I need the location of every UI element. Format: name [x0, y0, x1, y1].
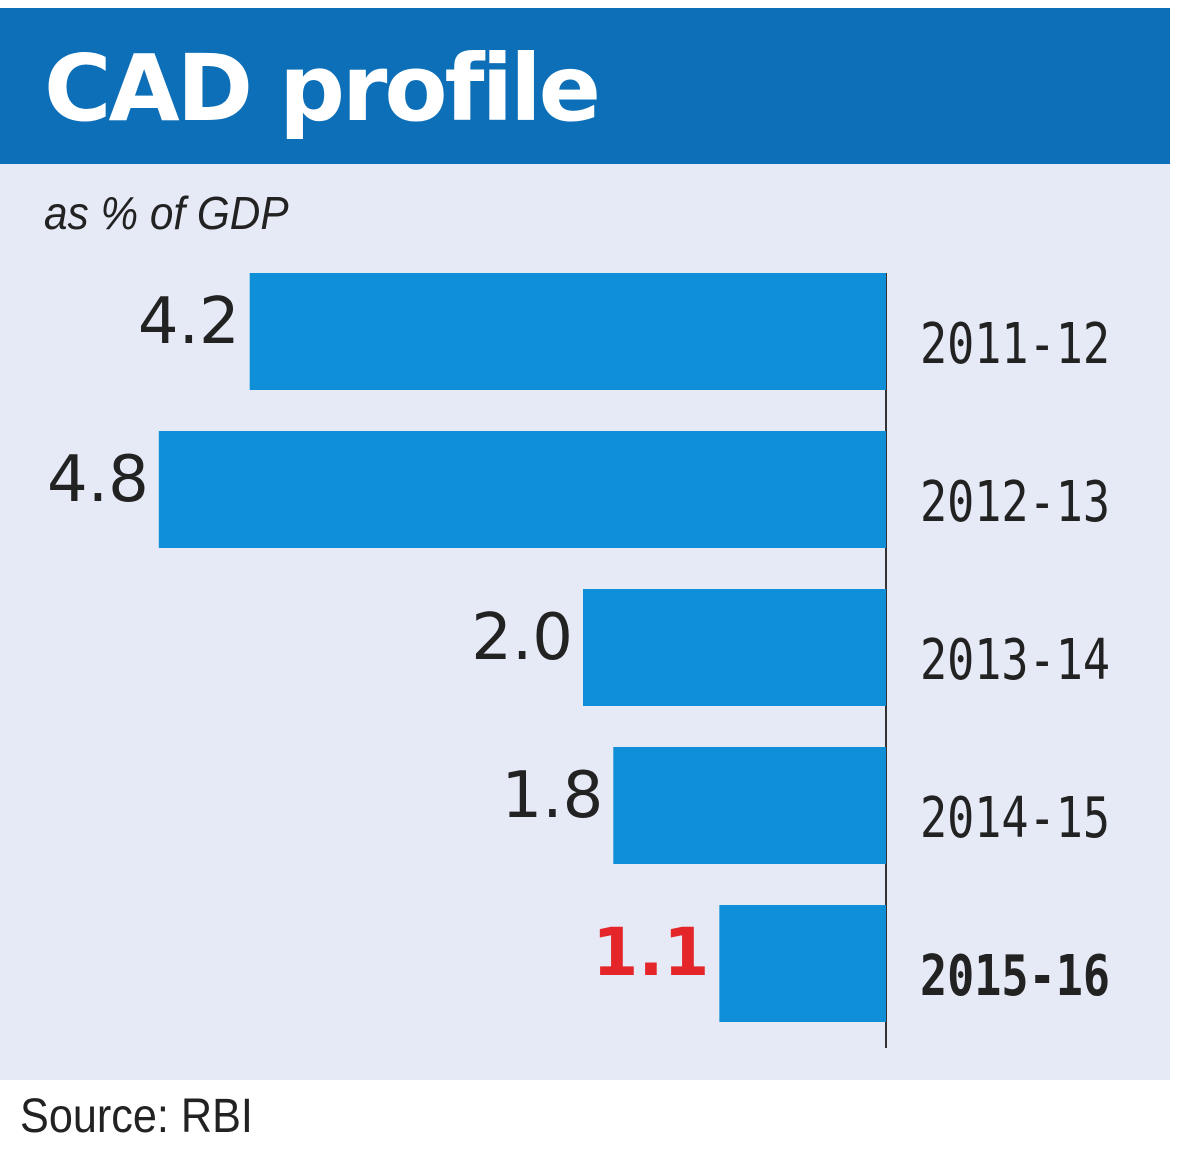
category-label-2014-15: 2014-15: [920, 786, 1110, 851]
category-label-2013-14: 2013-14: [920, 628, 1110, 693]
value-label-2015-16: 1.1: [592, 914, 709, 991]
category-label-2011-12: 2011-12: [920, 312, 1110, 377]
category-label-2015-16: 2015-16: [920, 944, 1110, 1009]
bar-2014-15: [613, 747, 886, 864]
value-label-2013-14: 2.0: [471, 601, 573, 675]
value-label-2012-13: 4.8: [47, 443, 149, 517]
value-label-2014-15: 1.8: [502, 759, 604, 833]
value-label-2011-12: 4.2: [138, 285, 240, 359]
category-label-2012-13: 2012-13: [920, 470, 1110, 535]
bar-2011-12: [249, 273, 886, 390]
source-note: Source: RBI: [20, 1090, 253, 1143]
title-banner: CAD profile: [0, 8, 1170, 164]
bar-2012-13: [158, 431, 887, 548]
chart-title: CAD profile: [44, 35, 601, 142]
bar-2015-16: [719, 905, 886, 1022]
chart-subtitle: as % of GDP: [44, 187, 289, 239]
bar-2013-14: [583, 589, 886, 706]
